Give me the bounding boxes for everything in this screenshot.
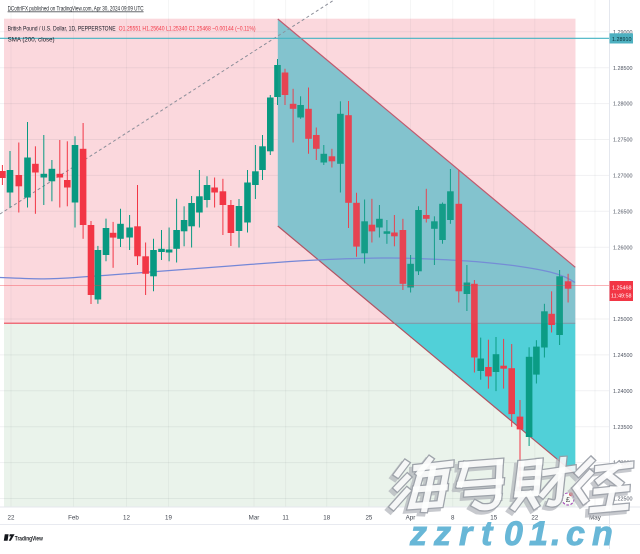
svg-text:19: 19 [165, 515, 172, 522]
svg-text:25: 25 [365, 515, 372, 522]
svg-text:n: n [592, 515, 613, 549]
svg-text:r: r [459, 515, 474, 549]
svg-text:22: 22 [8, 515, 15, 522]
svg-text:TradingView: TradingView [15, 536, 44, 543]
svg-text:1.26500: 1.26500 [613, 209, 633, 215]
svg-text:1.26000: 1.26000 [613, 245, 633, 251]
svg-text:1.27500: 1.27500 [613, 138, 633, 144]
svg-text:1.28910: 1.28910 [612, 37, 632, 43]
svg-text:1.24000: 1.24000 [613, 389, 633, 395]
svg-text:c: c [566, 515, 585, 549]
svg-text:Feb: Feb [68, 515, 79, 522]
svg-text:DCottrIFX published on Trading: DCottrIFX published on TradingView.com, … [8, 6, 144, 13]
svg-text:8: 8 [451, 515, 455, 522]
svg-text:.: . [551, 515, 560, 549]
svg-text:18: 18 [323, 515, 330, 522]
svg-text:1.28000: 1.28000 [613, 102, 633, 108]
svg-text:1: 1 [529, 515, 548, 549]
svg-text:1.24500: 1.24500 [613, 353, 633, 359]
svg-text:SMA (200, close): SMA (200, close) [8, 36, 55, 43]
svg-text:0: 0 [504, 515, 523, 549]
svg-text:z: z [409, 515, 427, 549]
svg-text:12: 12 [123, 515, 130, 522]
svg-text:1.25000: 1.25000 [613, 317, 633, 323]
svg-text:11: 11 [282, 515, 289, 522]
svg-text:z: z [433, 515, 451, 549]
svg-text:1.25468: 1.25468 [612, 285, 632, 291]
svg-text:O1.25551 H1.25640 L1.25340 C1.: O1.25551 H1.25640 L1.25340 C1.25468 −0.0… [119, 26, 256, 33]
svg-text:1.22500: 1.22500 [613, 497, 633, 503]
svg-text:t: t [481, 515, 494, 549]
svg-text:11:49:58: 11:49:58 [611, 294, 632, 300]
svg-text:1.27000: 1.27000 [613, 174, 633, 180]
svg-text:1.23500: 1.23500 [613, 425, 633, 431]
svg-text:Mar: Mar [249, 515, 260, 522]
svg-text:1.28500: 1.28500 [613, 66, 633, 72]
svg-text:British Pound / U.S. Dollar, 1: British Pound / U.S. Dollar, 1D, PEPPERS… [8, 26, 116, 33]
